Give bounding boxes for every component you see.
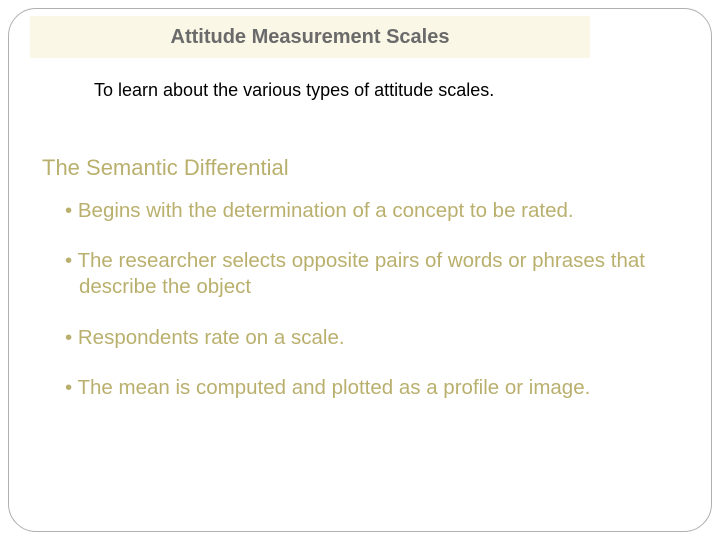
bullet-item: • Respondents rate on a scale. [65,325,680,351]
bullet-item: • The mean is computed and plotted as a … [65,375,680,401]
title-box: Attitude Measurement Scales [30,16,590,58]
slide-subtitle: To learn about the various types of atti… [94,80,494,101]
bullet-list: • Begins with the determination of a con… [65,198,680,425]
bullet-item: • Begins with the determination of a con… [65,198,680,224]
slide: Attitude Measurement Scales To learn abo… [0,0,720,540]
slide-title: Attitude Measurement Scales [171,26,450,49]
section-heading: The Semantic Differential [42,155,289,181]
bullet-item: • The researcher selects opposite pairs … [65,248,680,300]
